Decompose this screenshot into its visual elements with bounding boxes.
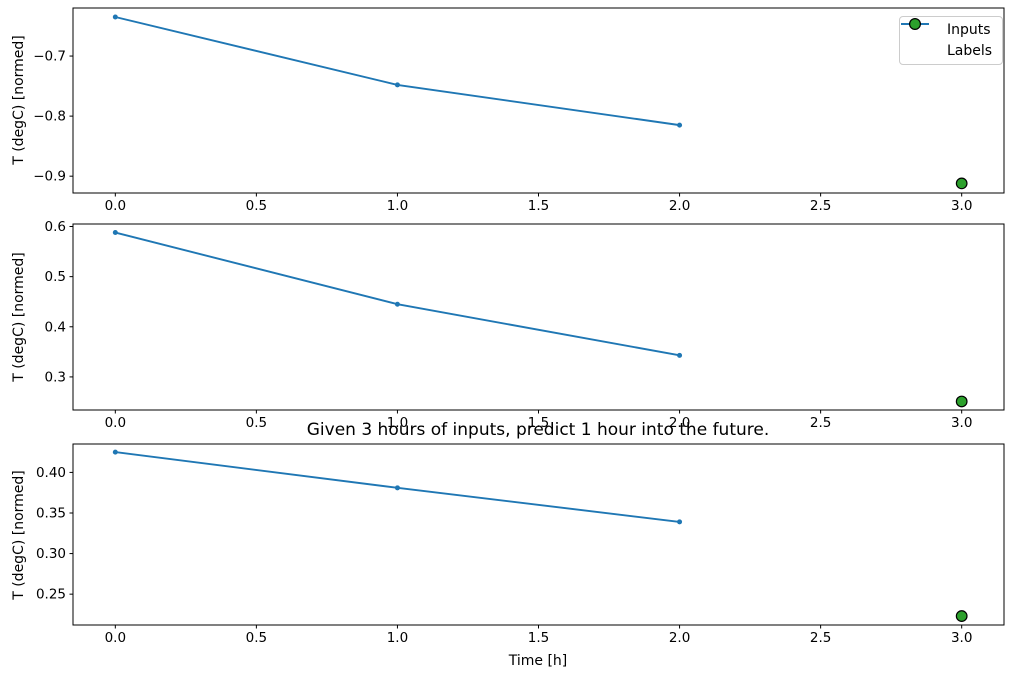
- x-tick-label: 0.5: [246, 415, 267, 431]
- x-tick-label: 3.0: [951, 415, 972, 431]
- x-tick-label: 2.5: [810, 630, 831, 646]
- y-tick-label: 0.35: [36, 505, 66, 521]
- subplot-3-axes-frame: [72, 443, 1005, 626]
- y-tick-label: −0.8: [33, 109, 66, 125]
- legend-label-labels: Labels: [947, 43, 993, 59]
- x-tick-label: 0.0: [105, 415, 126, 431]
- inputs-marker: [394, 301, 400, 307]
- x-tick-label: 2.0: [669, 630, 690, 646]
- labels-circle-icon: [908, 17, 938, 58]
- x-tick-label: 2.5: [810, 415, 831, 431]
- x-tick-label: 2.0: [669, 415, 690, 431]
- x-tick-label: 0.5: [246, 198, 267, 214]
- labels-point: [955, 610, 968, 622]
- labels-point: [955, 395, 968, 408]
- x-tick-label: 1.0: [387, 630, 408, 646]
- inputs-marker: [394, 485, 400, 491]
- chart-title: Given 3 hours of inputs, predict 1 hour …: [306, 420, 770, 440]
- x-tick-label: 1.5: [528, 415, 549, 431]
- x-tick-label: 0.5: [246, 630, 267, 646]
- y-tick-label: 0.25: [36, 587, 66, 603]
- legend: Inputs Labels: [899, 16, 1004, 65]
- y-tick-label: 0.5: [45, 269, 66, 285]
- x-tick-label: 1.5: [528, 630, 549, 646]
- x-tick-label: 3.0: [951, 630, 972, 646]
- labels-point: [955, 177, 968, 190]
- y-axis-label-subplot-3: T (degC) [normed]: [11, 470, 27, 600]
- x-tick-label: 1.5: [528, 198, 549, 214]
- y-tick-label: −0.7: [33, 49, 66, 65]
- y-axis-label-subplot-1: T (degC) [normed]: [11, 35, 27, 165]
- legend-label-inputs: Inputs: [947, 22, 991, 38]
- y-tick-label: 0.4: [45, 319, 66, 335]
- inputs-marker: [677, 352, 683, 358]
- y-axis-label-subplot-2: T (degC) [normed]: [11, 252, 27, 382]
- inputs-marker: [677, 122, 683, 128]
- y-tick-label: −0.9: [33, 169, 66, 185]
- inputs-marker: [112, 14, 118, 20]
- inputs-marker: [394, 82, 400, 88]
- x-tick-label: 2.5: [810, 198, 831, 214]
- x-tick-label: 1.0: [387, 415, 408, 431]
- x-tick-label: 0.0: [105, 630, 126, 646]
- y-tick-label: 0.30: [36, 546, 66, 562]
- x-tick-label: 0.0: [105, 198, 126, 214]
- x-tick-label: 2.0: [669, 198, 690, 214]
- subplot-1-axes-frame: [72, 7, 1005, 194]
- x-axis-label: Time [h]: [508, 653, 568, 669]
- y-tick-label: 0.3: [45, 369, 66, 385]
- inputs-marker: [112, 449, 118, 455]
- x-tick-label: 1.0: [387, 198, 408, 214]
- inputs-marker: [677, 519, 683, 525]
- y-tick-label: 0.40: [36, 465, 66, 481]
- x-tick-label: 3.0: [951, 198, 972, 214]
- inputs-marker: [112, 230, 118, 236]
- y-tick-label: 0.6: [45, 219, 66, 235]
- subplot-2-axes-frame: [72, 223, 1005, 411]
- legend-item-labels: Labels: [908, 17, 993, 59]
